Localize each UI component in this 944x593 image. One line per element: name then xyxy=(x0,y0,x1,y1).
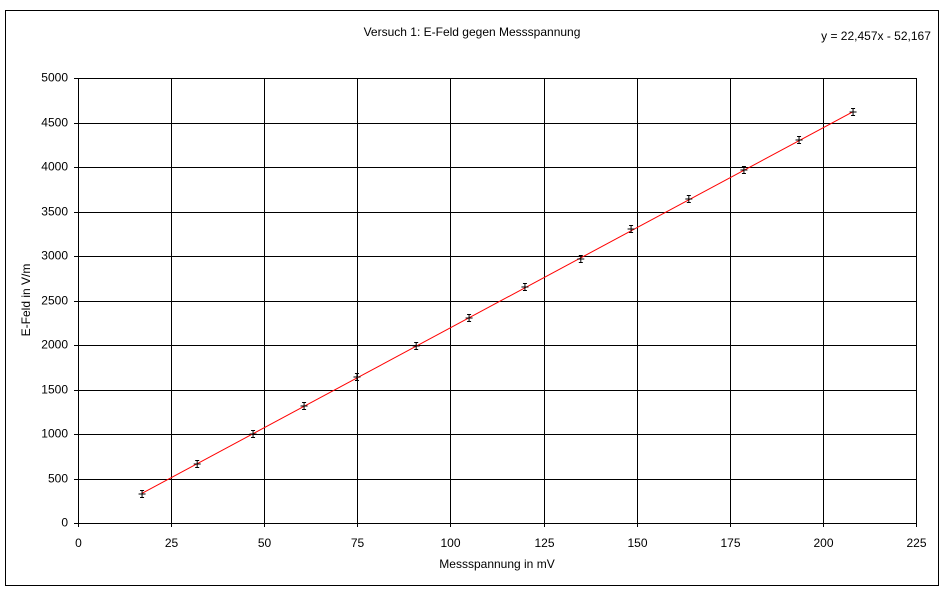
x-tick-label: 175 xyxy=(720,536,740,550)
data-point xyxy=(412,341,420,350)
data-point xyxy=(465,314,473,323)
trendline-equation: y = 22,457x - 52,167 xyxy=(821,29,931,43)
data-point xyxy=(353,373,361,382)
y-tick-label: 500 xyxy=(48,472,68,486)
chart-title: Versuch 1: E-Feld gegen Messspannung xyxy=(364,25,581,39)
data-point xyxy=(627,225,635,234)
y-tick-label: 0 xyxy=(61,516,68,530)
data-point xyxy=(249,430,257,438)
x-tick-label: 0 xyxy=(75,536,82,550)
y-tick-label: 4500 xyxy=(41,116,68,130)
y-tick-label: 5000 xyxy=(41,71,68,85)
y-axis-label: E-Feld in V/m xyxy=(19,264,33,337)
y-tick-label: 2000 xyxy=(41,338,68,352)
x-tick-label: 50 xyxy=(258,536,272,550)
y-tick-label: 2500 xyxy=(41,294,68,308)
data-point xyxy=(849,107,857,116)
data-point xyxy=(685,195,693,204)
x-tick-label: 100 xyxy=(440,536,460,550)
data-point xyxy=(740,166,748,175)
x-tick-label: 25 xyxy=(165,536,179,550)
chart-frame xyxy=(5,10,939,586)
data-point xyxy=(795,136,803,145)
data-point xyxy=(193,459,201,468)
y-tick-label: 1000 xyxy=(41,427,68,441)
y-tick-label: 1500 xyxy=(41,383,68,397)
x-tick-label: 75 xyxy=(351,536,365,550)
x-tick-label: 150 xyxy=(627,536,647,550)
data-point xyxy=(521,282,529,291)
data-point xyxy=(300,401,308,410)
x-tick-label: 125 xyxy=(534,536,554,550)
y-tick-label: 3500 xyxy=(41,205,68,219)
plot-border xyxy=(78,78,917,524)
x-tick-label: 225 xyxy=(906,536,926,550)
data-point xyxy=(138,489,146,498)
x-axis-label: Messspannung in mV xyxy=(439,557,554,571)
y-tick-label: 4000 xyxy=(41,160,68,174)
y-tick-label: 3000 xyxy=(41,249,68,263)
data-point xyxy=(577,255,585,264)
trendline xyxy=(141,111,854,494)
x-tick-label: 200 xyxy=(813,536,833,550)
